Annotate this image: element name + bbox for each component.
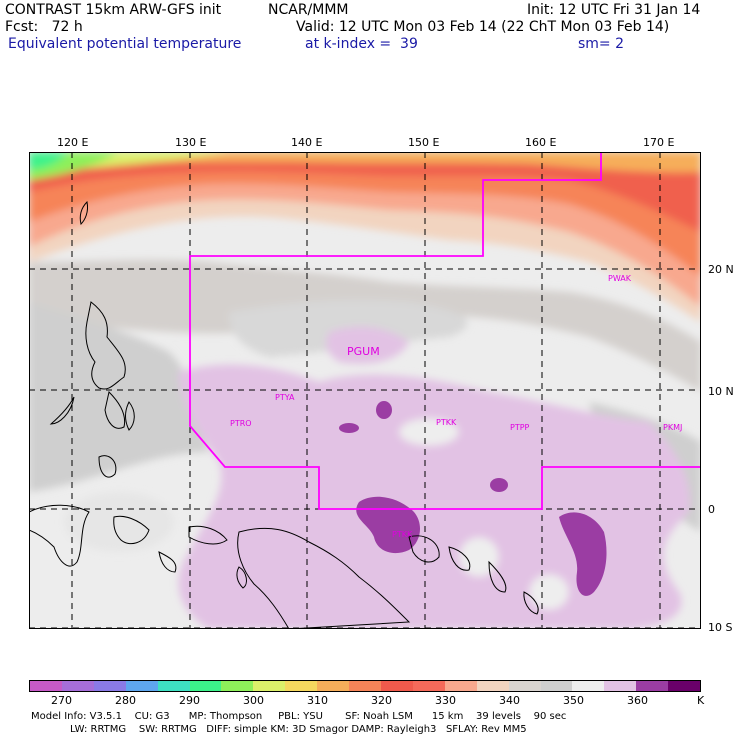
colorbar-label: 290: [179, 694, 200, 707]
lat-label: 20 N: [708, 263, 734, 276]
physics-info: LW: RRTMG SW: RRTMG DIFF: simple KM: 3D …: [70, 724, 527, 735]
colorbar-label: 340: [499, 694, 520, 707]
field-name: Equivalent potential temperature: [8, 36, 242, 52]
high-theta-e-cells: [339, 401, 607, 596]
model-title: CONTRAST 15km ARW-GFS init: [5, 2, 222, 18]
colorbar-swatch: [285, 681, 318, 691]
lon-label: 120 E: [57, 136, 89, 149]
colorbar-swatch: [157, 681, 190, 691]
init-time: Init: 12 UTC Fri 31 Jan 14: [527, 2, 701, 18]
station-label: PTRO: [230, 419, 252, 428]
colorbar-swatch: [189, 681, 222, 691]
colorbar-swatch: [380, 681, 413, 691]
colorbar-swatch: [572, 681, 605, 691]
colorbar-label: 310: [307, 694, 328, 707]
colorbar-swatch: [476, 681, 509, 691]
valid-time: Valid: 12 UTC Mon 03 Feb 14 (22 ChT Mon …: [296, 19, 670, 35]
coastlines: [29, 200, 539, 629]
shaded-field: [29, 152, 701, 629]
smoothing-label: sm= 2: [578, 36, 625, 52]
lat-label: 10 S: [708, 621, 733, 634]
colorbar-swatch: [253, 681, 286, 691]
colorbar-swatch: [93, 681, 126, 691]
level-label: at k-index = 39: [305, 36, 418, 52]
colorbar-label: 360: [627, 694, 648, 707]
colorbar-swatch: [61, 681, 94, 691]
station-label: PTYA: [275, 393, 295, 402]
station-label: PTKK: [436, 418, 457, 427]
colorbar-label: 270: [51, 694, 72, 707]
map-frame: [29, 152, 701, 629]
colorbar-swatch: [30, 681, 62, 691]
station-label: PGUM: [347, 345, 380, 358]
lon-label: 160 E: [525, 136, 557, 149]
colorbar-label: 350: [563, 694, 584, 707]
lat-label: 0: [708, 503, 715, 516]
forecast-hour: Fcst: 72 h: [5, 19, 83, 35]
colorbar: [29, 680, 701, 692]
colorbar-swatch: [636, 681, 669, 691]
lat-label: 10 N: [708, 385, 734, 398]
colorbar-swatch: [444, 681, 477, 691]
domain-boundary: [189, 152, 701, 510]
colorbar-swatch: [125, 681, 158, 691]
station-label: PTKK: [392, 530, 413, 539]
colorbar-swatch: [221, 681, 254, 691]
station-label: PKMJ: [663, 423, 682, 432]
theta-e-map: PTYA PTRO PGUM PTKK PTPP PKMJ PWAK PTKK: [29, 152, 701, 629]
lon-label: 140 E: [291, 136, 323, 149]
lon-label: 170 E: [643, 136, 675, 149]
colorbar-unit: K: [697, 694, 705, 707]
station-label: PWAK: [608, 274, 632, 283]
lon-label: 130 E: [175, 136, 207, 149]
colorbar-swatch: [349, 681, 381, 691]
colorbar-swatch: [317, 681, 350, 691]
station-label: PTPP: [510, 423, 530, 432]
colorbar-label: 330: [435, 694, 456, 707]
colorbar-swatch: [508, 681, 541, 691]
colorbar-label: 300: [243, 694, 264, 707]
lon-label: 150 E: [408, 136, 440, 149]
colorbar-swatch: [604, 681, 637, 691]
colorbar-swatch: [540, 681, 573, 691]
colorbar-swatch: [668, 681, 701, 691]
colorbar-label: 320: [371, 694, 392, 707]
colorbar-label: 280: [115, 694, 136, 707]
model-info: Model Info: V3.5.1 CU: G3 MP: Thompson P…: [31, 711, 567, 722]
org-label: NCAR/MMM: [268, 2, 349, 18]
colorbar-swatch: [412, 681, 445, 691]
